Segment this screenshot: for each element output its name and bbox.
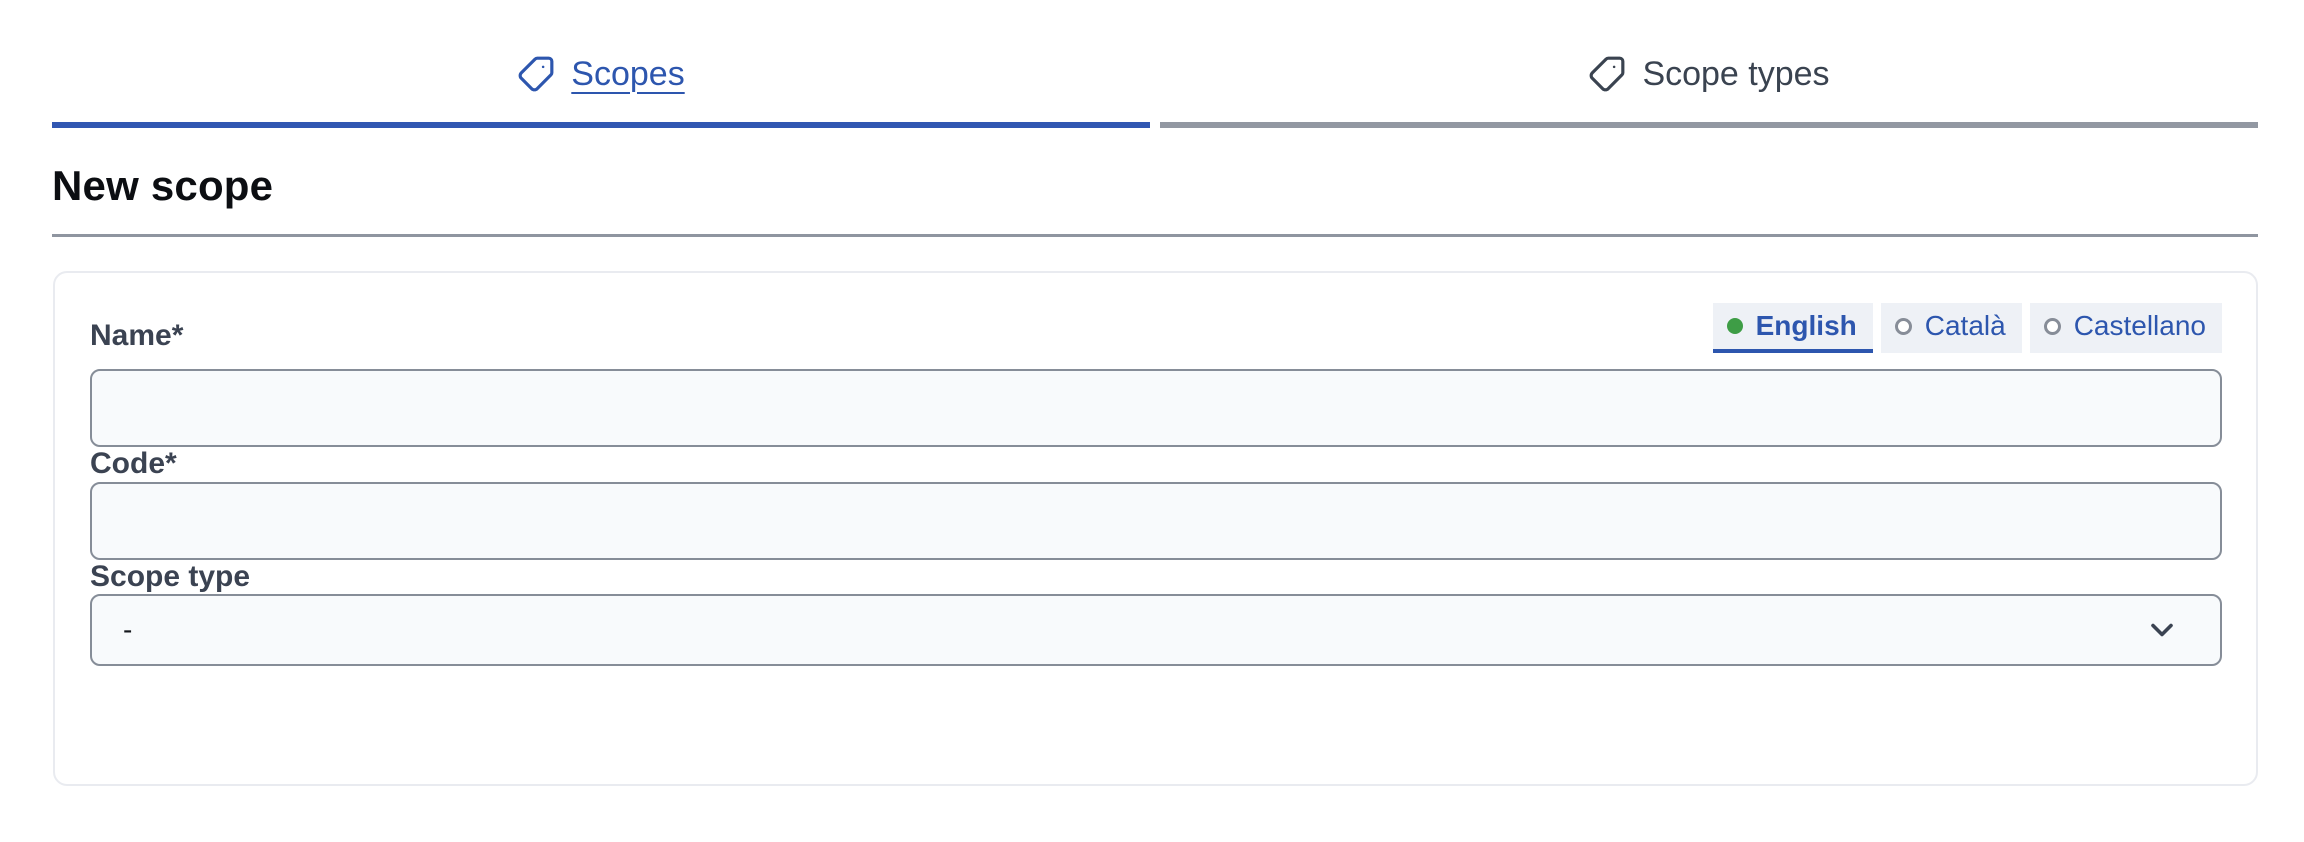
language-option-castellano[interactable]: Castellano	[2029, 303, 2222, 353]
page-title: New scope	[52, 162, 274, 209]
scope-type-label: Scope type	[90, 559, 251, 593]
unselected-language-radio-icon	[2043, 317, 2061, 335]
tab-scopes-label: Scopes	[571, 54, 685, 93]
tab-scope-types-label: Scope types	[1642, 54, 1830, 93]
language-option-label: Castellano	[2073, 310, 2206, 341]
tag-icon	[1590, 56, 1625, 92]
tab-scopes[interactable]: Scopes	[52, 0, 1150, 128]
code-label: Code*	[90, 447, 177, 480]
chevron-down-icon	[2151, 623, 2173, 637]
new-scope-form-card: Name* English Català Castellano Code* Sc…	[53, 271, 2258, 786]
code-input[interactable]	[90, 481, 2222, 560]
unselected-language-radio-icon	[1894, 317, 1912, 335]
tab-bar: Scopes Scope types	[52, 0, 2258, 128]
tab-scope-types[interactable]: Scope types	[1160, 0, 2258, 128]
name-label: Name*	[90, 318, 184, 352]
selected-language-dot-icon	[1726, 318, 1743, 334]
name-label-row: Name* English Català Castellano	[90, 303, 2222, 353]
name-input[interactable]	[90, 369, 2222, 447]
language-switcher: English Català Castellano	[1712, 303, 2222, 353]
language-option-catala[interactable]: Català	[1880, 303, 2022, 353]
tag-icon	[518, 56, 554, 92]
language-option-english[interactable]: English	[1712, 303, 1873, 353]
title-divider	[52, 234, 2258, 237]
language-option-label: Català	[1924, 310, 2006, 341]
scope-type-select[interactable]: -	[90, 594, 2222, 666]
scope-type-selected-value: -	[123, 614, 133, 645]
language-option-label: English	[1755, 310, 1857, 341]
